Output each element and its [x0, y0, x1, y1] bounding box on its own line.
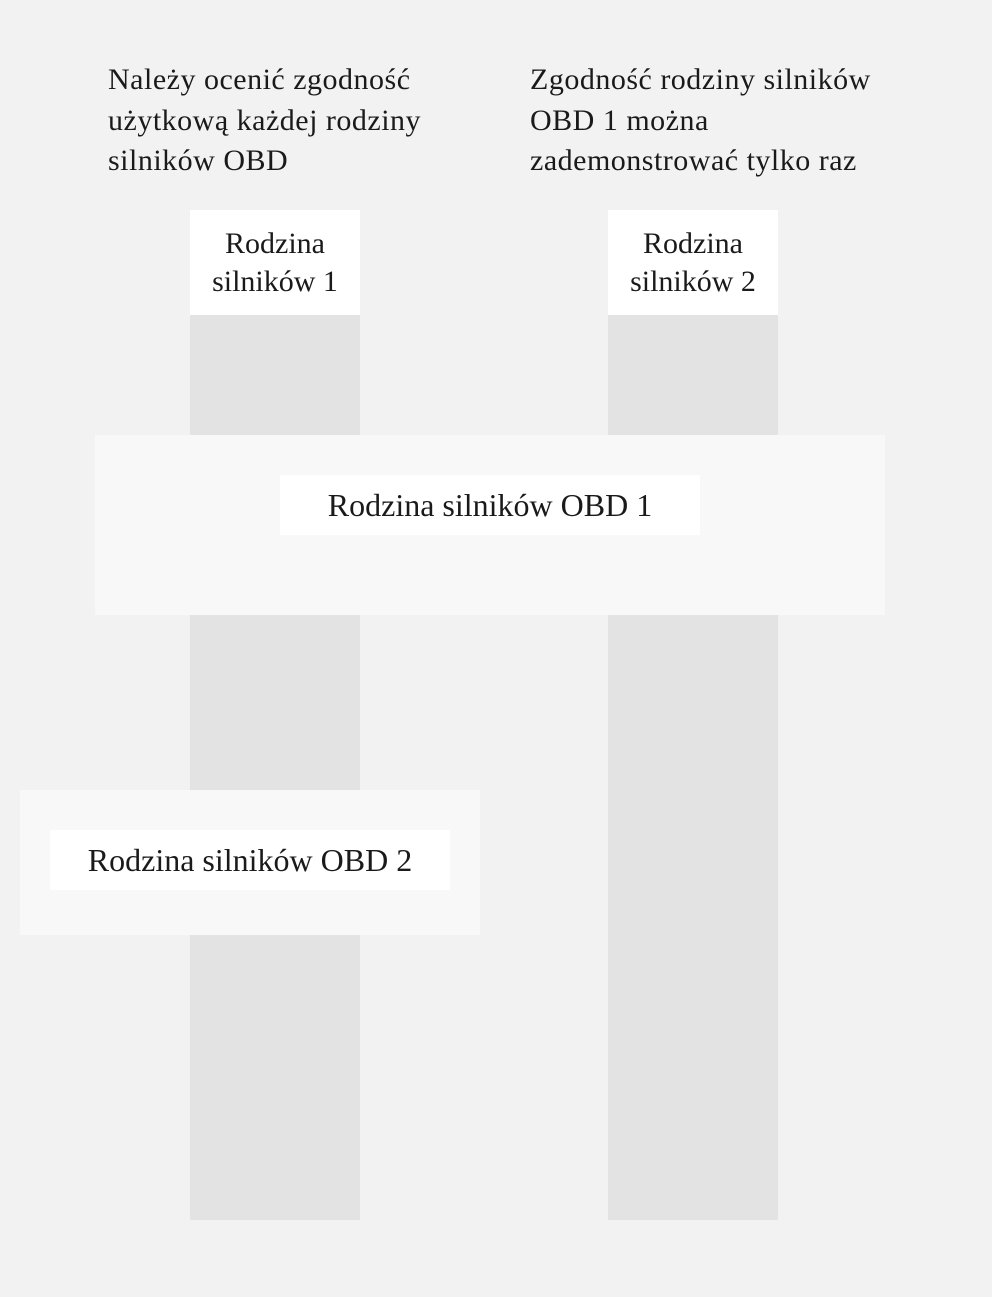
obd-family-2-label: Rodzina silników OBD 2	[50, 830, 450, 890]
engine-family-column-1	[190, 210, 360, 1220]
obd-family-1-label: Rodzina silników OBD 1	[280, 475, 700, 535]
diagram-canvas: Należy ocenić zgodność użytkową każdej r…	[0, 0, 992, 1297]
engine-family-1-label: Rodzina silników 1	[190, 210, 360, 315]
caption-left: Należy ocenić zgodność użytkową każdej r…	[108, 60, 468, 182]
engine-family-2-label: Rodzina silników 2	[608, 210, 778, 315]
caption-right: Zgodność rodziny silników OBD 1 można za…	[530, 60, 930, 182]
engine-family-column-2	[608, 210, 778, 1220]
